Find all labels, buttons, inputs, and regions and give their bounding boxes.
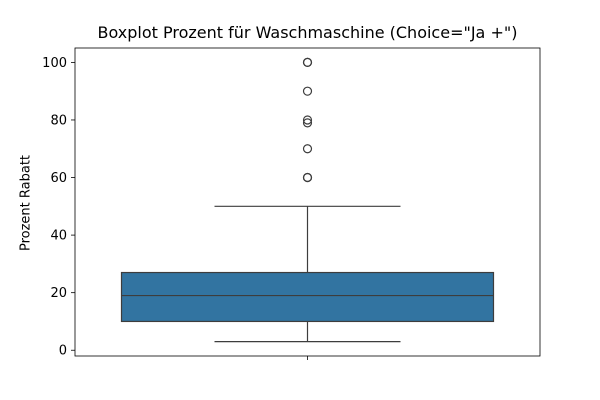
y-tick-label: 100 xyxy=(42,56,67,71)
plot-marks xyxy=(120,57,495,343)
y-tick-label: 0 xyxy=(59,344,67,359)
y-tick-label: 60 xyxy=(50,171,67,186)
iqr-box xyxy=(120,271,495,323)
chart-title: Boxplot Prozent für Waschmaschine (Choic… xyxy=(97,23,518,42)
outlier-point xyxy=(302,86,313,96)
outlier-point xyxy=(302,144,313,154)
outlier-point xyxy=(302,118,313,128)
outlier-point xyxy=(302,115,313,125)
y-tick-label: 40 xyxy=(50,229,67,244)
y-axis: 0 20 40 60 80 100 xyxy=(42,56,308,360)
y-tick-label: 20 xyxy=(50,286,67,301)
outlier-point xyxy=(302,172,313,183)
outlier-point xyxy=(302,57,313,67)
y-tick-label: 80 xyxy=(50,113,67,128)
